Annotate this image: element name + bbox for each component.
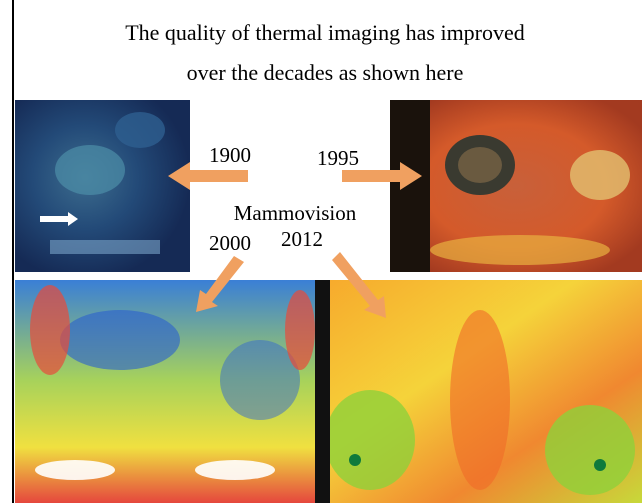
year-label: 2012 <box>281 227 323 251</box>
year-label: 1900 <box>209 143 251 167</box>
image-1900 <box>15 100 190 272</box>
year-label: 1995 <box>317 146 359 170</box>
device-label: Mammovision <box>234 201 357 225</box>
caption-line: The quality of thermal imaging has impro… <box>125 20 525 45</box>
year-label: 2000 <box>209 231 251 255</box>
image-2012 <box>315 280 642 503</box>
figure: The quality of thermal imaging has impro… <box>0 0 642 503</box>
caption-line: over the decades as shown here <box>187 60 464 85</box>
image-1995 <box>390 100 642 272</box>
image-2000 <box>15 280 315 503</box>
